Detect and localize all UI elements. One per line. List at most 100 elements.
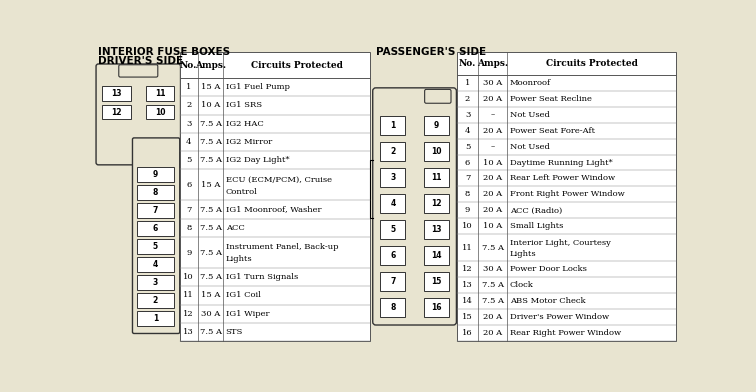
Text: IG1 Turn Signals: IG1 Turn Signals [226, 273, 298, 281]
Text: 12: 12 [462, 265, 473, 273]
Text: 3: 3 [390, 173, 395, 182]
Bar [137, 311, 174, 326]
Text: 13: 13 [111, 89, 122, 98]
Text: 3: 3 [465, 111, 470, 119]
Text: Rear Left Power Window: Rear Left Power Window [510, 174, 615, 182]
Text: ABS Motor Check: ABS Motor Check [510, 297, 585, 305]
Text: 7.5 A: 7.5 A [200, 328, 222, 336]
Text: 5: 5 [465, 143, 470, 151]
Text: Instrument Panel, Back-up: Instrument Panel, Back-up [226, 243, 338, 251]
Bar [102, 86, 131, 101]
Text: Driver's Power Window: Driver's Power Window [510, 313, 609, 321]
Text: Daytime Running Light*: Daytime Running Light* [510, 158, 612, 167]
Text: 12: 12 [431, 199, 442, 208]
Text: 14: 14 [462, 297, 473, 305]
Text: 11: 11 [155, 89, 166, 98]
Text: 14: 14 [431, 251, 442, 260]
Text: 30 A: 30 A [201, 310, 220, 318]
Text: 8: 8 [465, 191, 470, 198]
Bar [380, 298, 405, 317]
Text: 13: 13 [462, 281, 473, 289]
Text: 1: 1 [465, 79, 470, 87]
Text: 6: 6 [465, 158, 470, 167]
Bar [424, 298, 448, 317]
FancyBboxPatch shape [132, 138, 180, 334]
Text: 7.5 A: 7.5 A [482, 244, 503, 252]
Text: 7.5 A: 7.5 A [200, 156, 222, 164]
Text: 6: 6 [186, 181, 191, 189]
Text: 7.5 A: 7.5 A [200, 224, 222, 232]
Text: 12: 12 [184, 310, 194, 318]
FancyBboxPatch shape [96, 64, 181, 165]
Text: Front Right Power Window: Front Right Power Window [510, 191, 624, 198]
Text: IG2 Day Light*: IG2 Day Light* [226, 156, 290, 164]
Bar [380, 194, 405, 213]
Text: 20 A: 20 A [483, 329, 502, 337]
Text: –: – [491, 143, 495, 151]
Text: Lights: Lights [226, 255, 253, 263]
Text: 7.5 A: 7.5 A [200, 120, 222, 128]
Text: Not Used: Not Used [510, 111, 550, 119]
Text: 20 A: 20 A [483, 206, 502, 214]
Text: STS: STS [226, 328, 243, 336]
Text: Amps.: Amps. [195, 61, 226, 70]
Bar [380, 246, 405, 265]
Text: ACC: ACC [226, 224, 244, 232]
FancyBboxPatch shape [425, 89, 451, 103]
Bar [137, 203, 174, 218]
Bar [137, 167, 174, 182]
Text: 15 A: 15 A [201, 83, 220, 91]
Text: 6: 6 [390, 251, 395, 260]
Text: IG1 SRS: IG1 SRS [226, 102, 262, 109]
Text: 30 A: 30 A [483, 265, 502, 273]
Text: 20 A: 20 A [483, 191, 502, 198]
Text: 7: 7 [390, 277, 395, 286]
Text: 16: 16 [431, 303, 442, 312]
Text: 7.5 A: 7.5 A [200, 249, 222, 256]
Text: 30 A: 30 A [483, 79, 502, 87]
Text: Power Seat Fore-Aft: Power Seat Fore-Aft [510, 127, 595, 134]
Text: Interior Light, Courtesy: Interior Light, Courtesy [510, 239, 611, 247]
Text: IG1 Coil: IG1 Coil [226, 292, 261, 299]
Text: 2: 2 [153, 296, 158, 305]
Bar [137, 257, 174, 272]
Text: Circuits Protected: Circuits Protected [546, 59, 637, 68]
Text: 20 A: 20 A [483, 313, 502, 321]
Text: 11: 11 [462, 244, 473, 252]
Bar [380, 272, 405, 291]
Text: Moonroof: Moonroof [510, 79, 551, 87]
Text: Lights: Lights [510, 250, 537, 258]
Bar [424, 220, 448, 239]
Text: –: – [491, 111, 495, 119]
Text: ECU (ECM/PCM), Cruise: ECU (ECM/PCM), Cruise [226, 176, 332, 183]
Text: Power Seat Recline: Power Seat Recline [510, 95, 592, 103]
Text: 10: 10 [462, 222, 473, 230]
Text: Small Lights: Small Lights [510, 222, 563, 230]
Text: 11: 11 [431, 173, 442, 182]
Text: 15 A: 15 A [201, 181, 220, 189]
Text: ACC (Radio): ACC (Radio) [510, 206, 562, 214]
Text: 8: 8 [153, 188, 158, 197]
Text: Circuits Protected: Circuits Protected [250, 61, 342, 70]
Text: 7.5 A: 7.5 A [200, 273, 222, 281]
Text: 2: 2 [390, 147, 395, 156]
Text: 9: 9 [465, 206, 470, 214]
Text: 13: 13 [184, 328, 194, 336]
Bar [137, 239, 174, 254]
Bar [424, 246, 448, 265]
Text: 7.5 A: 7.5 A [200, 138, 222, 146]
Text: 9: 9 [434, 121, 439, 130]
Text: IG1 Moonroof, Washer: IG1 Moonroof, Washer [226, 205, 321, 214]
Text: 5: 5 [153, 242, 158, 251]
Text: DRIVER'S SIDE: DRIVER'S SIDE [98, 56, 184, 65]
Bar [380, 116, 405, 135]
FancyBboxPatch shape [373, 88, 457, 325]
Bar [137, 185, 174, 200]
Text: 15 A: 15 A [201, 292, 220, 299]
Text: Power Door Locks: Power Door Locks [510, 265, 587, 273]
Text: 7.5 A: 7.5 A [482, 297, 503, 305]
Text: INTERIOR FUSE BOXES: INTERIOR FUSE BOXES [98, 47, 231, 57]
Bar [137, 221, 174, 236]
FancyBboxPatch shape [119, 65, 158, 77]
Text: Rear Right Power Window: Rear Right Power Window [510, 329, 621, 337]
